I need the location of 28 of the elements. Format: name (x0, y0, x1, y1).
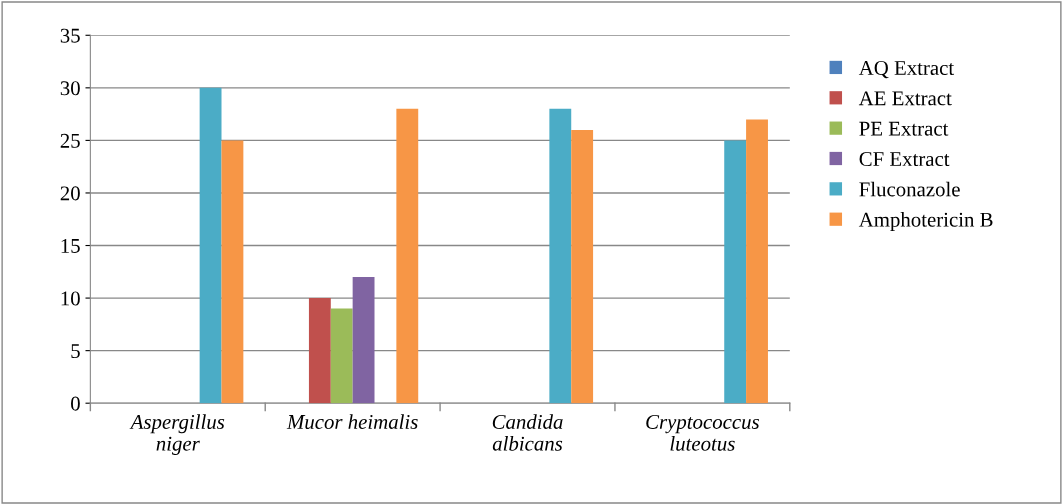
legend-label: AE Extract (858, 91, 952, 106)
bar (396, 108, 419, 404)
y-tick-label: 15 (61, 238, 80, 253)
y-tick-label: 30 (60, 81, 80, 96)
x-tick-label: Aspergillus niger (129, 414, 225, 455)
bar (352, 277, 375, 404)
bar (549, 108, 572, 404)
bar (724, 140, 747, 404)
legend-label: PE Extract (859, 121, 949, 136)
legend-label: AQ Extract (858, 60, 955, 79)
y-tick-label: 25 (60, 133, 80, 148)
bar (746, 119, 768, 404)
y-tick-label: 0 (71, 396, 80, 411)
legend-label: Amphotericin B (858, 212, 993, 231)
y-tick-label: 20 (60, 186, 80, 201)
y-tick-label: 10 (61, 291, 80, 306)
legend-label: Fluconazole (859, 181, 960, 197)
x-tick-label: Candida albicans (492, 414, 563, 451)
bar (571, 129, 594, 404)
bar (308, 298, 331, 404)
bar (199, 87, 222, 404)
bar (221, 140, 244, 404)
x-tick-label: Cryptococcus luteotus (646, 414, 760, 451)
bar (330, 308, 353, 404)
y-tick-label: 5 (71, 344, 80, 359)
legend-label: CF Extract (859, 152, 950, 167)
y-tick-label: 35 (60, 28, 80, 43)
x-tick-label: Mucor heimalis (286, 414, 418, 430)
